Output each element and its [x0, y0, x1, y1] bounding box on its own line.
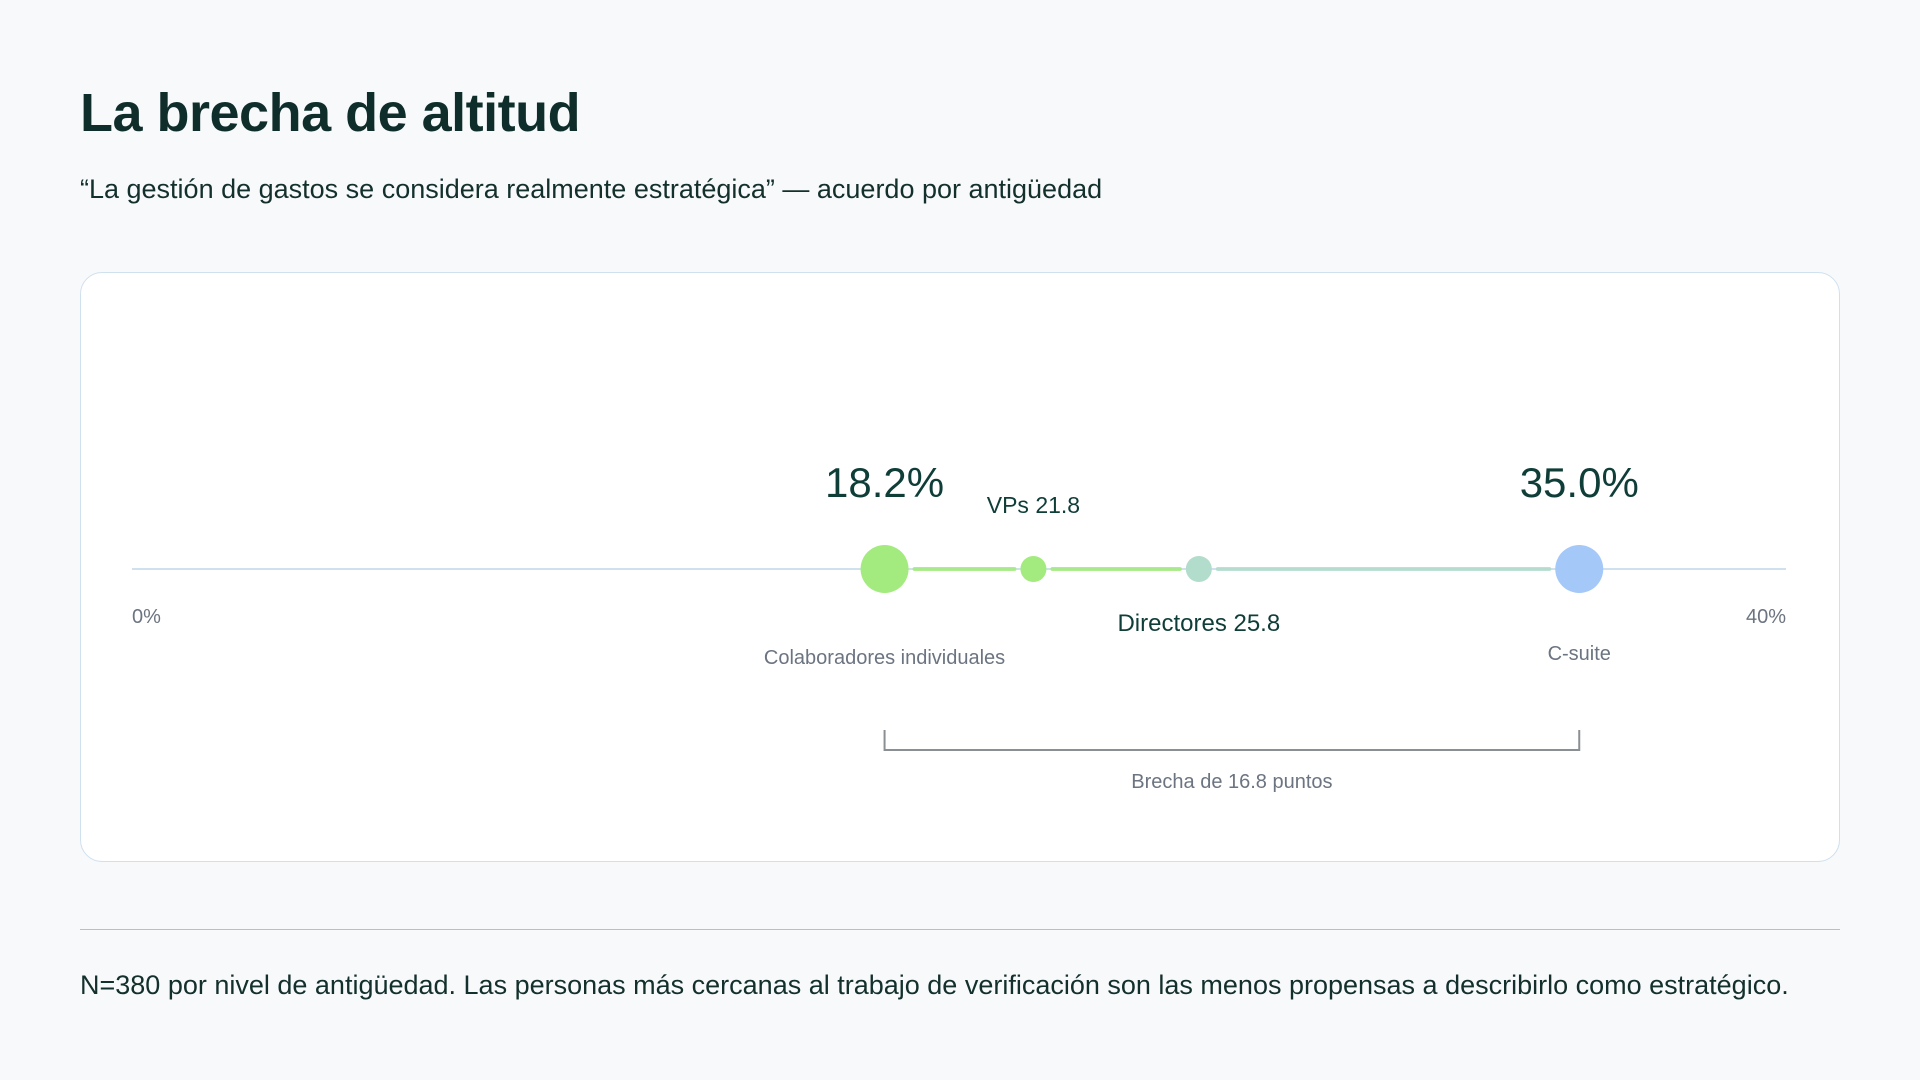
footer-divider — [80, 929, 1840, 930]
footnote: N=380 por nivel de antigüedad. Las perso… — [80, 970, 1789, 1000]
dot-c-suite — [1555, 545, 1604, 593]
gap-bracket — [883, 730, 1581, 751]
label-directores: Directores 25.8 — [1117, 610, 1280, 637]
dot-range-chart: 18.2% 35.0% VPs 21.8 Directores 25.8 Col… — [132, 459, 1786, 793]
page-title: La brecha de altitud — [80, 83, 581, 143]
dot-colaboradores-individuales — [860, 545, 909, 593]
dot-vps — [1020, 556, 1047, 582]
dot-directores — [1185, 556, 1212, 582]
axis-min-label: 0% — [132, 606, 161, 628]
label-c-suite: C-suite — [1548, 643, 1611, 665]
chart-card: 18.2% 35.0% VPs 21.8 Directores 25.8 Col… — [80, 272, 1840, 862]
gap-label: Brecha de 16.8 puntos — [1131, 771, 1332, 793]
axis-max-label: 40% — [1746, 606, 1786, 628]
value-label-c-suite: 35.0% — [1520, 459, 1639, 506]
label-colaboradores-individuales: Colaboradores individuales — [764, 647, 1005, 669]
page-subtitle: “La gestión de gastos se considera realm… — [80, 174, 1103, 204]
value-label-colaboradores: 18.2% — [825, 459, 944, 506]
label-vps: VPs 21.8 — [987, 492, 1080, 518]
